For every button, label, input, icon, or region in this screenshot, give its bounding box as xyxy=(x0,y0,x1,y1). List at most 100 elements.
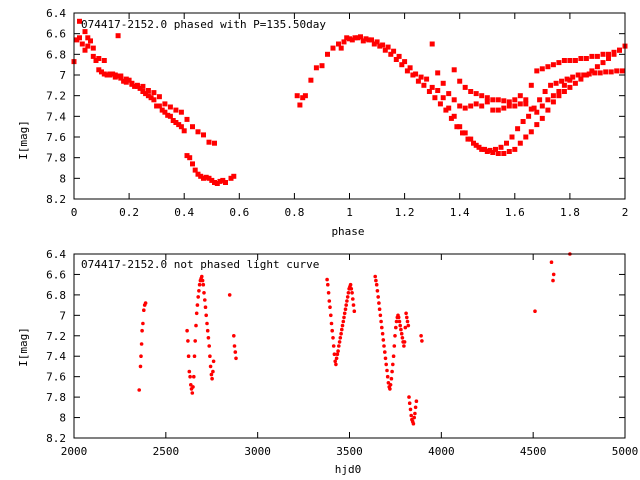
data-point xyxy=(142,308,146,313)
data-point xyxy=(333,359,338,364)
data-point xyxy=(188,374,192,379)
data-point xyxy=(233,350,238,354)
data-point xyxy=(329,313,333,318)
data-point xyxy=(608,69,614,75)
data-point xyxy=(406,323,411,328)
data-point xyxy=(454,124,460,130)
data-point xyxy=(435,88,441,93)
data-point xyxy=(419,334,423,338)
data-point xyxy=(325,51,330,57)
data-point xyxy=(506,149,512,154)
data-point xyxy=(107,71,113,77)
data-point xyxy=(523,134,529,140)
data-point xyxy=(405,315,409,320)
data-point xyxy=(476,144,482,150)
data-point xyxy=(457,103,463,109)
data-point xyxy=(151,90,157,96)
data-point xyxy=(484,95,490,101)
data-point xyxy=(319,63,325,69)
data-point xyxy=(101,58,107,63)
data-point xyxy=(520,119,526,124)
data-point xyxy=(400,336,405,340)
data-point xyxy=(539,115,545,121)
y-tick-label: 7.6 xyxy=(46,131,66,144)
data-point xyxy=(617,47,622,53)
data-point xyxy=(192,167,198,173)
data-point xyxy=(341,39,347,45)
data-point xyxy=(473,142,479,148)
data-point xyxy=(501,151,507,156)
data-point xyxy=(173,120,179,125)
data-point xyxy=(397,319,402,324)
data-point xyxy=(420,339,424,343)
data-point xyxy=(487,147,493,153)
data-point xyxy=(340,323,345,328)
data-point xyxy=(384,362,389,367)
data-point xyxy=(378,313,383,318)
data-point xyxy=(374,39,380,45)
data-point xyxy=(619,68,625,74)
data-point xyxy=(391,354,396,359)
data-point xyxy=(506,103,512,109)
top-y-axis-label: I[mag] xyxy=(17,120,30,160)
data-point xyxy=(115,73,121,79)
data-point xyxy=(148,95,154,101)
data-point xyxy=(377,307,382,312)
data-point xyxy=(578,76,584,82)
data-point xyxy=(561,82,567,88)
data-point xyxy=(465,136,471,142)
data-point xyxy=(437,101,443,107)
data-point xyxy=(376,295,381,299)
data-point xyxy=(468,89,474,94)
data-point xyxy=(184,153,190,159)
data-point xyxy=(159,107,165,113)
data-point xyxy=(203,305,208,310)
y-tick-label: 8.2 xyxy=(46,193,66,206)
data-point xyxy=(203,298,207,302)
data-point xyxy=(342,311,347,316)
y-tick-label: 6.4 xyxy=(46,7,66,20)
data-point xyxy=(484,99,490,105)
data-point xyxy=(223,180,228,185)
data-point xyxy=(534,68,540,74)
x-tick-label: 1 xyxy=(346,206,353,219)
data-point xyxy=(345,295,350,299)
data-point xyxy=(123,79,129,85)
data-point xyxy=(208,354,212,359)
data-point xyxy=(77,35,82,41)
data-point xyxy=(93,58,99,63)
data-point xyxy=(479,146,485,152)
data-point xyxy=(115,33,121,39)
data-point xyxy=(294,93,300,99)
top-plot-frame xyxy=(73,12,626,200)
data-point xyxy=(360,38,366,44)
data-point xyxy=(385,44,391,50)
data-point xyxy=(526,113,532,119)
data-point xyxy=(341,319,346,324)
y-tick-label: 7.4 xyxy=(46,350,66,363)
data-point xyxy=(380,42,386,48)
data-point xyxy=(201,132,206,138)
data-point xyxy=(509,134,515,140)
data-point xyxy=(338,336,343,340)
data-point xyxy=(490,107,496,113)
data-point xyxy=(110,71,116,77)
x-tick-label: 3000 xyxy=(244,445,271,458)
data-point xyxy=(165,112,171,118)
data-point xyxy=(205,328,210,333)
data-point xyxy=(460,130,465,136)
x-tick-label: 0.2 xyxy=(119,206,139,219)
data-point xyxy=(151,97,157,103)
x-tick-label: 0.4 xyxy=(174,206,194,219)
data-point xyxy=(567,58,573,63)
data-point xyxy=(145,88,151,93)
data-point xyxy=(228,175,234,181)
data-point xyxy=(383,356,388,361)
data-point xyxy=(501,105,507,111)
y-tick-label: 6.8 xyxy=(46,289,66,302)
data-point xyxy=(139,342,144,346)
data-point xyxy=(534,122,540,128)
top-axis-ticks: 0 0.2 0.4 0.6 0.8 1 1.2 1.4 1.6 1.8 2 6.4 6.6 6.8 7 7.2… xyxy=(46,7,628,219)
data-point xyxy=(162,109,168,115)
